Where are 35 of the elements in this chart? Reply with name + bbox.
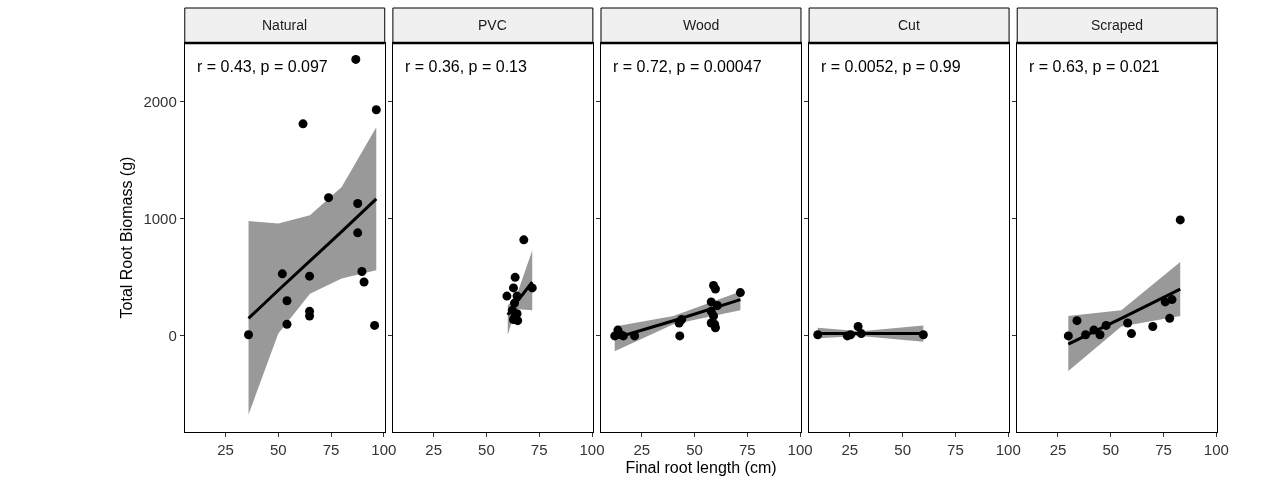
x-tick-label: 25: [1049, 441, 1067, 458]
x-tick-label: 25: [217, 441, 234, 458]
x-tick-label: 75: [947, 441, 964, 458]
x-tick-label: 75: [738, 441, 756, 458]
chart-title: Wood: [683, 17, 720, 33]
chart-title: Natural: [262, 17, 308, 33]
x-tick-label: 25: [633, 441, 651, 458]
x-tick-label: 100: [371, 441, 397, 458]
x-tick-label: 25: [841, 441, 859, 458]
y-axis-title: Total Root Biomass (g): [118, 156, 136, 319]
x-tick-label: 100: [787, 441, 813, 458]
y-tick-label: 0: [168, 327, 177, 345]
x-axis-title: Final root length (cm): [625, 458, 777, 476]
y-tick-label: 1000: [143, 210, 177, 227]
x-tick-label: 75: [1155, 441, 1172, 458]
annotation: r = 0.72, p = 0.00047: [613, 58, 762, 75]
x-tick-label: 50: [686, 441, 703, 458]
y-tick-label: 2000: [143, 92, 177, 110]
x-tick-label: 50: [269, 441, 287, 458]
chart-title: Scraped: [1091, 17, 1144, 33]
annotation: r = 0.63, p = 0.021: [1029, 58, 1160, 75]
x-tick-label: 50: [894, 441, 911, 458]
annotation: r = 0.43, p = 0.097: [197, 58, 328, 75]
x-tick-label: 100: [995, 441, 1021, 458]
annotation: r = 0.36, p = 0.13: [405, 58, 527, 75]
x-tick-label: 100: [579, 441, 605, 458]
annotation: r = 0.0052, p = 0.99: [821, 58, 961, 75]
x-tick-label: 25: [425, 441, 442, 458]
chart-title: Cut: [898, 17, 920, 33]
x-tick-label: 75: [322, 441, 340, 458]
x-tick-label: 100: [1203, 441, 1229, 458]
chart-title: PVC: [478, 17, 507, 33]
x-tick-label: 75: [530, 441, 548, 458]
x-tick-label: 50: [1102, 441, 1120, 458]
x-tick-label: 50: [478, 441, 495, 458]
